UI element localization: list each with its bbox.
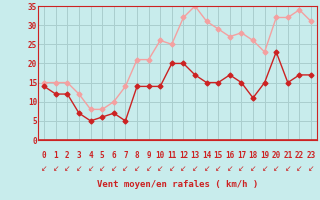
Text: ↙: ↙ [227,164,233,173]
X-axis label: Vent moyen/en rafales ( km/h ): Vent moyen/en rafales ( km/h ) [97,180,258,189]
Text: ↙: ↙ [296,164,303,173]
Text: ↙: ↙ [192,164,198,173]
Text: ↙: ↙ [261,164,268,173]
Text: ↙: ↙ [134,164,140,173]
Text: ↙: ↙ [169,164,175,173]
Text: ↙: ↙ [215,164,221,173]
Text: ↙: ↙ [41,164,47,173]
Text: ↙: ↙ [308,164,314,173]
Text: ↙: ↙ [76,164,82,173]
Text: ↙: ↙ [145,164,152,173]
Text: ↙: ↙ [204,164,210,173]
Text: ↙: ↙ [180,164,187,173]
Text: ↙: ↙ [238,164,244,173]
Text: ↙: ↙ [122,164,129,173]
Text: ↙: ↙ [250,164,256,173]
Text: ↙: ↙ [52,164,59,173]
Text: ↙: ↙ [284,164,291,173]
Text: ↙: ↙ [99,164,105,173]
Text: ↙: ↙ [157,164,164,173]
Text: ↙: ↙ [111,164,117,173]
Text: ↙: ↙ [87,164,94,173]
Text: ↙: ↙ [273,164,279,173]
Text: ↙: ↙ [64,164,71,173]
